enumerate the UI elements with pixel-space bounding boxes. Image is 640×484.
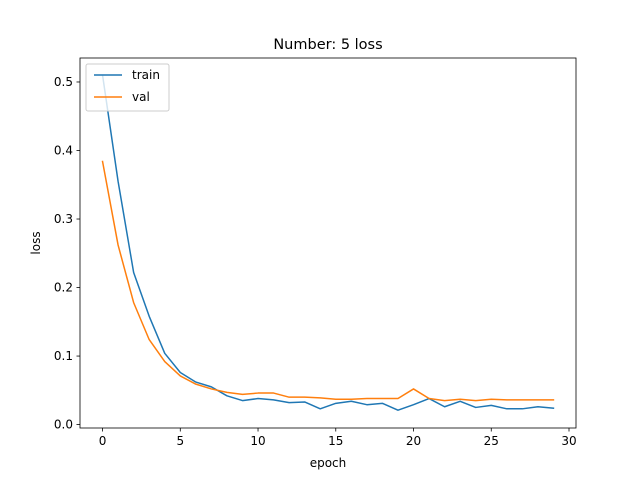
- axes-frame: [79, 57, 577, 429]
- series-line-val: [101, 160, 555, 402]
- x-tick-label: 5: [176, 434, 184, 448]
- chart-title: Number: 5 loss: [273, 37, 382, 53]
- y-tick-label: 0.1: [54, 349, 73, 363]
- series-layer: [101, 74, 555, 411]
- y-tick-label: 0.3: [54, 212, 73, 226]
- x-axis-ticks: 0 5 10 15 20 25 30: [99, 428, 577, 448]
- y-axis-ticks: 0.0 0.1 0.2 0.3 0.4 0.5: [54, 75, 80, 432]
- legend-label-val: val: [132, 90, 150, 104]
- x-axis-label: epoch: [310, 456, 347, 470]
- plot-area: [80, 58, 576, 428]
- x-tick-label: 20: [406, 434, 421, 448]
- legend-label-train: train: [132, 68, 160, 82]
- x-tick-label: 15: [328, 434, 343, 448]
- legend: train val: [85, 63, 170, 112]
- series-line-train: [101, 74, 555, 411]
- x-tick-label: 0: [99, 434, 107, 448]
- y-tick-label: 0.4: [54, 144, 73, 158]
- y-tick-label: 0.0: [54, 418, 73, 432]
- x-tick-label: 10: [250, 434, 265, 448]
- axes-background: [80, 58, 576, 428]
- x-tick-label: 25: [484, 434, 499, 448]
- y-tick-label: 0.2: [54, 281, 73, 295]
- x-tick-label: 30: [561, 434, 576, 448]
- y-tick-label: 0.5: [54, 75, 73, 89]
- y-axis-label: loss: [29, 231, 43, 254]
